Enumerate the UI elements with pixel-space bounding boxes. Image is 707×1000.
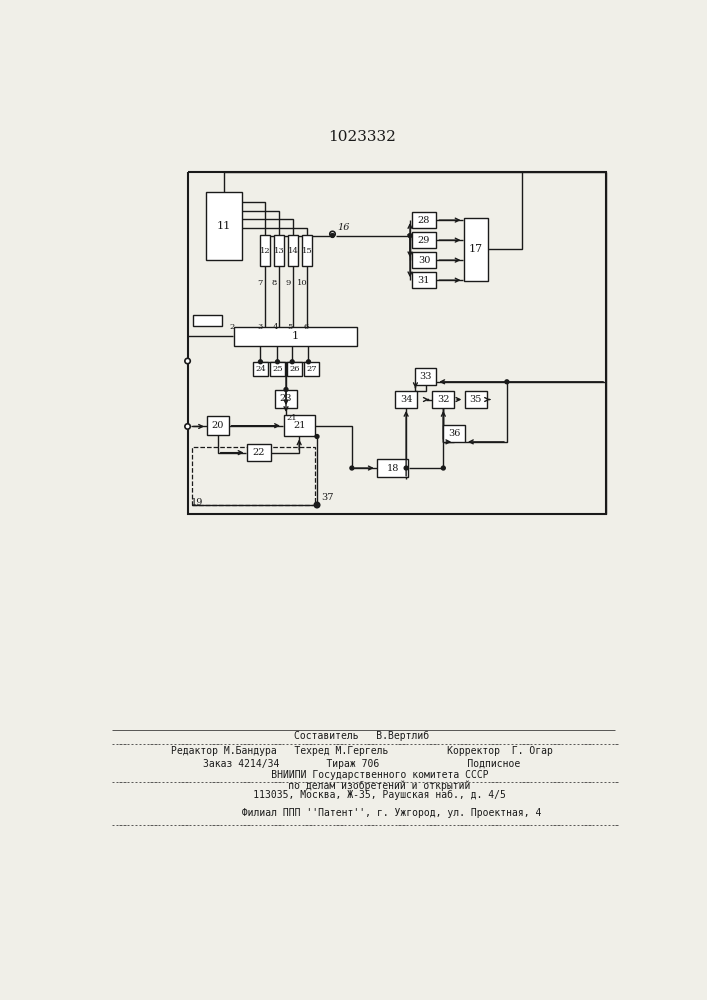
Bar	[206, 192, 242, 260]
Text: 20: 20	[211, 421, 224, 430]
Text: Редактор М.Бандура   Техред М.Гергель          Корректор  Г. Огар: Редактор М.Бандура Техред М.Гергель Корр…	[171, 746, 553, 756]
Text: 1: 1	[292, 331, 299, 341]
Text: Составитель   В.Вертлиб: Составитель В.Вертлиб	[294, 731, 430, 741]
Bar	[274, 235, 284, 266]
Circle shape	[315, 502, 320, 508]
Text: 27: 27	[306, 365, 317, 373]
Bar	[302, 235, 312, 266]
Circle shape	[331, 234, 334, 237]
Bar	[395, 391, 417, 408]
Text: 32: 32	[437, 395, 450, 404]
Text: 33: 33	[419, 372, 432, 381]
Circle shape	[441, 466, 445, 470]
Text: 1023332: 1023332	[328, 130, 396, 144]
Text: ВНИИПИ Государственного комитета СССР: ВНИИПИ Государственного комитета СССР	[235, 770, 489, 780]
Text: Заказ 4214/34        Тираж 706               Подписное: Заказ 4214/34 Тираж 706 Подписное	[204, 759, 520, 769]
Bar	[260, 235, 270, 266]
Text: 8: 8	[271, 279, 277, 287]
Text: 2: 2	[229, 323, 235, 331]
Bar	[304, 362, 320, 376]
Circle shape	[284, 388, 288, 391]
Bar	[284, 415, 315, 436]
Text: 10: 10	[297, 279, 308, 287]
Text: 12: 12	[259, 247, 270, 255]
Circle shape	[329, 231, 335, 237]
Text: 25: 25	[272, 365, 283, 373]
Text: 113035, Москва, Ж-35, Раушская наб., д. 4/5: 113035, Москва, Ж-35, Раушская наб., д. …	[218, 790, 506, 800]
Text: Филиал ППП ''Патент'', г. Ужгород, ул. Проектная, 4: Филиал ППП ''Патент'', г. Ужгород, ул. П…	[183, 808, 541, 818]
Text: 7: 7	[258, 279, 263, 287]
Text: 18: 18	[387, 464, 399, 473]
Text: 29: 29	[418, 236, 430, 245]
Bar	[465, 391, 486, 408]
Text: 26: 26	[289, 365, 300, 373]
Text: 6: 6	[303, 323, 309, 331]
Text: 17: 17	[469, 244, 483, 254]
Bar	[288, 235, 298, 266]
Text: 36: 36	[448, 429, 460, 438]
Text: по делам изобретений и открытий: по делам изобретений и открытий	[253, 780, 471, 791]
Bar	[275, 389, 297, 408]
Text: 14: 14	[288, 247, 298, 255]
Bar	[378, 459, 409, 477]
Circle shape	[185, 424, 190, 429]
Text: 37: 37	[322, 493, 334, 502]
Bar	[207, 416, 228, 435]
Text: 30: 30	[418, 256, 430, 265]
Circle shape	[307, 360, 310, 364]
Circle shape	[505, 380, 509, 384]
Text: 4: 4	[272, 323, 278, 331]
Circle shape	[291, 360, 294, 364]
Text: 9: 9	[286, 279, 291, 287]
Circle shape	[259, 360, 262, 364]
Circle shape	[185, 358, 190, 364]
Text: 5: 5	[287, 323, 293, 331]
Bar	[443, 425, 465, 442]
Bar	[411, 232, 436, 248]
Text: 15: 15	[302, 247, 312, 255]
Bar	[270, 362, 285, 376]
Circle shape	[408, 234, 412, 237]
Text: 16: 16	[337, 223, 350, 232]
Text: 24: 24	[255, 365, 266, 373]
Bar	[464, 218, 488, 281]
Circle shape	[350, 466, 354, 470]
Text: 22: 22	[252, 448, 265, 457]
Text: 23: 23	[280, 394, 292, 403]
Bar	[247, 444, 271, 461]
Circle shape	[276, 360, 279, 364]
Circle shape	[404, 466, 408, 470]
Text: 13: 13	[274, 247, 284, 255]
Bar	[287, 362, 303, 376]
Bar	[414, 368, 436, 385]
Bar	[411, 252, 436, 268]
Bar	[433, 391, 454, 408]
Bar	[193, 315, 223, 326]
Text: 28: 28	[418, 216, 430, 225]
Bar	[192, 447, 315, 505]
Bar	[252, 362, 268, 376]
Text: 19: 19	[191, 498, 203, 507]
Bar	[411, 212, 436, 228]
Circle shape	[315, 503, 319, 507]
Text: 31: 31	[418, 276, 430, 285]
Text: 21: 21	[286, 414, 297, 422]
Text: 35: 35	[469, 395, 482, 404]
Bar	[411, 272, 436, 288]
Text: 34: 34	[400, 395, 412, 404]
Text: 11: 11	[217, 221, 231, 231]
Text: 21: 21	[293, 421, 305, 430]
Circle shape	[315, 435, 319, 438]
Bar	[234, 327, 356, 346]
Text: 3: 3	[258, 323, 263, 331]
